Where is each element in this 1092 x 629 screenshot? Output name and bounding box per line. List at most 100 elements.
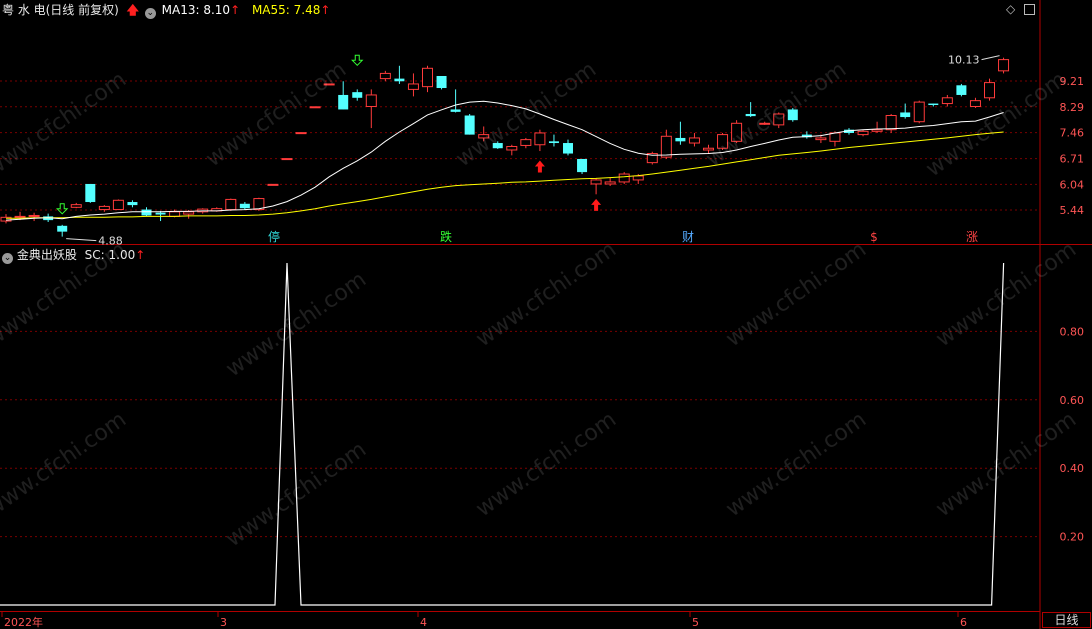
candle (604, 177, 616, 186)
candle-body (338, 94, 349, 110)
up-arrow-icon[interactable]: 🡅 (126, 3, 139, 17)
candle (731, 120, 743, 144)
candle-body (112, 199, 124, 211)
candle-body (506, 145, 518, 151)
candle-body (379, 72, 391, 80)
candle-body (253, 198, 265, 211)
sub-expand-icon[interactable]: ⌄ (2, 253, 13, 264)
watermark: www.cfchi.com (722, 237, 871, 352)
low-price-label: 4.88 (98, 235, 123, 248)
candle (394, 65, 405, 84)
sc-tick-label: 0.80 (1060, 325, 1085, 338)
sell-arrow-icon (351, 54, 364, 67)
candle (57, 224, 68, 237)
main-header: 粤 水 电(日线 前复权) 🡅 ⌄ MA13: 8.10 ↑ MA55: 7.48… (2, 1, 330, 22)
watermark: www.cfchi.com (702, 57, 851, 172)
price-tick-label: 9.21 (1060, 75, 1085, 88)
price-tick-label: 6.04 (1060, 178, 1085, 191)
ma55-label: MA55: 7.48 (251, 3, 321, 17)
candle-body (239, 203, 250, 209)
candle (688, 132, 700, 147)
price-tick-label: 6.71 (1060, 153, 1085, 166)
candle-body (267, 183, 279, 186)
candle-body (169, 211, 181, 217)
watermark: www.cfchi.com (922, 67, 1071, 182)
watermark: www.cfchi.com (0, 67, 131, 182)
candle (844, 128, 854, 135)
candle-body (885, 115, 897, 131)
candle (436, 75, 447, 90)
ma55-line (6, 131, 1004, 219)
candle-body (407, 83, 419, 90)
candle (675, 121, 686, 145)
ma13-label: MA13: 8.10 (161, 3, 231, 17)
ma55-arrow-icon: ↑ (320, 3, 331, 17)
square-icon[interactable] (1024, 4, 1035, 15)
watermark: www.cfchi.com (722, 407, 871, 522)
candle-body (941, 97, 953, 105)
watermark: www.cfchi.com (0, 407, 131, 522)
candle-body (618, 173, 630, 183)
candle (464, 113, 475, 135)
sell-arrow-icon (55, 203, 69, 215)
candle (323, 83, 335, 86)
sc-label: SC: 1.00 (84, 248, 136, 262)
x-tick-label: 4 (420, 616, 427, 629)
stock-title: 粤 水 电(日线 前复权) (2, 3, 119, 17)
candle (900, 103, 911, 119)
candle-body (998, 59, 1010, 72)
candle-body (815, 137, 827, 141)
candle-body (28, 214, 40, 217)
candle-body (85, 183, 96, 203)
expand-icon[interactable]: ⌄ (144, 8, 156, 19)
period-button[interactable]: 日线 (1042, 612, 1091, 628)
candle (379, 70, 391, 82)
x-tick-label: 2022年 (4, 615, 43, 629)
candle (956, 83, 967, 97)
watermark: www.cfchi.com (202, 57, 351, 172)
candle-body (422, 67, 433, 88)
low-price-pointer (66, 238, 97, 242)
candle-body (675, 137, 686, 142)
buy-arrow-icon (591, 198, 602, 211)
candle (70, 202, 82, 209)
candle (267, 183, 279, 186)
candle-body (604, 181, 616, 185)
candle (338, 81, 349, 110)
watermark: www.cfchi.com (222, 267, 371, 382)
candle (520, 137, 532, 149)
watermark: www.cfchi.com (222, 437, 371, 552)
high-price-label: 10.13 (948, 54, 980, 67)
candle-body (844, 129, 854, 133)
candle-body (759, 122, 771, 125)
candle-body (801, 134, 812, 138)
price-tick-label: 5.44 (1060, 204, 1085, 217)
candle-body (155, 212, 166, 215)
candle (0, 214, 12, 224)
candle-body (478, 134, 490, 139)
sc-arrow-icon: ↑ (135, 248, 146, 262)
candle-body (871, 129, 883, 132)
candle (577, 158, 588, 175)
high-price-pointer (981, 55, 1000, 61)
candle (618, 172, 630, 184)
candle-body (928, 103, 939, 106)
candle-body (225, 198, 237, 211)
candle (225, 198, 237, 211)
candle (941, 94, 953, 107)
candle-body (913, 101, 925, 123)
candle-body (548, 141, 559, 144)
candle-body (450, 109, 461, 112)
diamond-icon[interactable]: ◇ (1006, 2, 1016, 16)
candle (928, 103, 939, 107)
candle (984, 78, 995, 101)
candle-body (984, 82, 995, 99)
candle (913, 100, 925, 124)
candle-body (323, 83, 335, 86)
price-tick-label: 7.46 (1060, 127, 1085, 140)
candle (717, 132, 729, 150)
watermark: www.cfchi.com (472, 407, 621, 522)
buy-arrow-icon (534, 160, 545, 173)
candle-body (731, 122, 743, 142)
candle-body (98, 205, 110, 211)
